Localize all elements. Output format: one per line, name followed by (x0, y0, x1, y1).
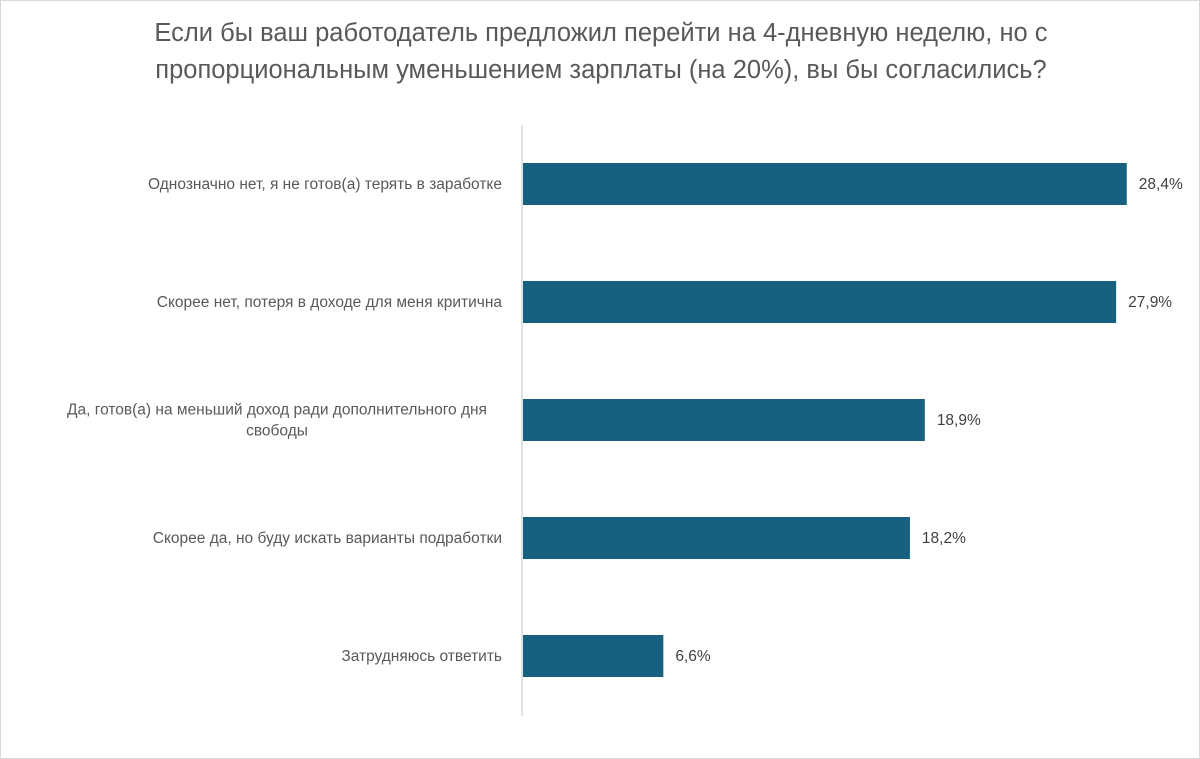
data-label: 6,6% (675, 648, 711, 665)
category-label-line: Да, готов(а) на меньший доход ради допол… (67, 402, 487, 419)
category-label: Затрудняюсь ответить (341, 648, 502, 665)
category-label: Скорее нет, потеря в доходе для меня кри… (157, 294, 503, 311)
bar (523, 399, 925, 441)
category-label: Однозначно нет, я не готов(а) терять в з… (148, 176, 502, 193)
category-label-line: Скорее да, но буду искать варианты подра… (153, 530, 502, 547)
data-label: 27,9% (1128, 294, 1172, 311)
category-label-line: Затрудняюсь ответить (341, 648, 502, 665)
data-label: 18,2% (922, 530, 966, 547)
category-label-line: свободы (246, 423, 308, 440)
category-label: Да, готов(а) на меньший доход ради допол… (67, 402, 487, 440)
category-label: Скорее да, но буду искать варианты подра… (153, 530, 502, 547)
chart-title: Если бы ваш работодатель предложил перей… (154, 19, 1048, 84)
category-label-line: Однозначно нет, я не готов(а) терять в з… (148, 176, 502, 193)
bar (523, 163, 1127, 205)
bar (523, 635, 664, 677)
category-label-line: Скорее нет, потеря в доходе для меня кри… (157, 294, 503, 311)
bar (523, 517, 910, 559)
data-label: 28,4% (1139, 176, 1183, 193)
data-label: 18,9% (937, 412, 981, 429)
bar (523, 281, 1117, 323)
